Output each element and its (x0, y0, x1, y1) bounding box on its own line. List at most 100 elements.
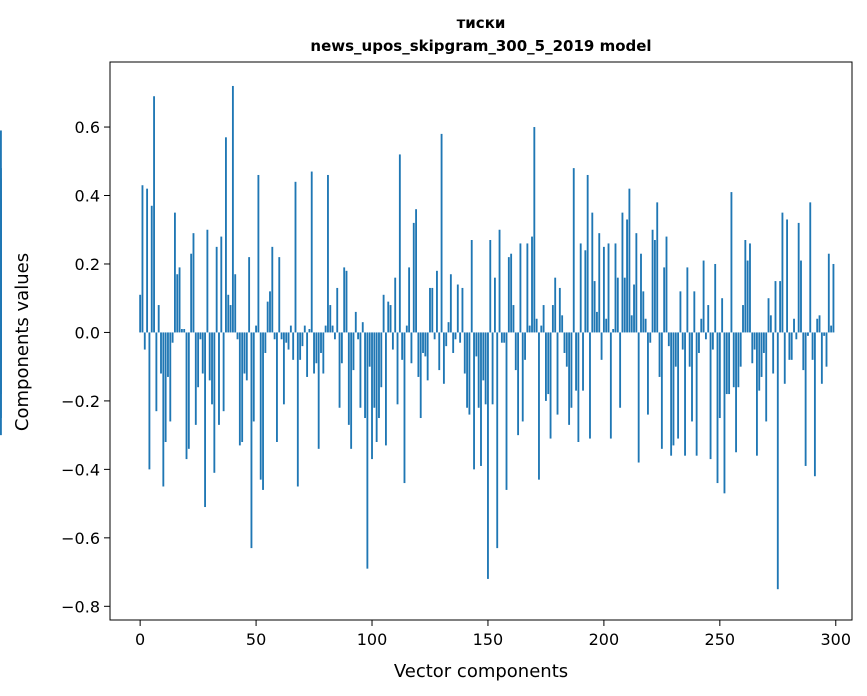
bar-259 (739, 332, 742, 367)
bar-178 (551, 305, 554, 333)
bar-149 (484, 332, 487, 405)
bar-231 (674, 332, 677, 367)
bar-184 (565, 332, 568, 367)
bar-242 (700, 318, 703, 333)
bar-107 (387, 301, 390, 333)
bar-276 (779, 281, 782, 333)
bar-193 (586, 174, 589, 333)
bar-233 (679, 291, 682, 333)
bar-118 (412, 222, 415, 333)
bar-292 (816, 318, 819, 333)
bar-273 (772, 332, 775, 374)
bar-235 (684, 332, 686, 456)
bar-110 (394, 277, 397, 333)
bar-84 (333, 332, 336, 340)
bar-260 (742, 305, 744, 333)
bar-47 (248, 257, 251, 333)
bar-176 (547, 332, 550, 395)
bar-65 (289, 325, 292, 333)
bar-99 (368, 332, 371, 367)
bar-264 (751, 332, 754, 364)
y-axis-label: Components values (12, 253, 33, 431)
bar-93 (354, 311, 357, 333)
bar-58 (273, 332, 276, 340)
bar-83 (331, 325, 334, 333)
bar-16 (176, 274, 179, 333)
bar-281 (790, 332, 793, 360)
bar-11 (164, 332, 167, 442)
bar-30 (208, 332, 211, 381)
bar-51 (257, 174, 260, 333)
x-tick-label: 150 (473, 630, 504, 649)
bar-254 (728, 332, 731, 395)
bar-163 (517, 332, 520, 436)
bar-278 (783, 332, 786, 384)
bar-192 (584, 250, 587, 333)
bar-196 (593, 281, 596, 333)
bar-74 (310, 171, 313, 333)
bar-18 (180, 329, 183, 333)
bar-252 (723, 332, 726, 494)
bar-103 (378, 332, 380, 419)
bar-33 (215, 246, 218, 333)
bar-186 (570, 332, 573, 408)
bar-179 (554, 277, 557, 333)
bar-232 (677, 332, 680, 439)
y-tick-label: 0.2 (75, 255, 100, 274)
bar-79 (322, 332, 325, 374)
bar-237 (688, 332, 691, 367)
bar-135 (452, 332, 455, 353)
bar-121 (419, 332, 422, 419)
bar-215 (637, 332, 640, 463)
bar-141 (466, 332, 469, 408)
bar-295 (823, 332, 826, 336)
bar-142 (468, 332, 471, 415)
bar-267 (758, 332, 761, 391)
bar-69 (299, 332, 302, 360)
bar-71 (303, 325, 306, 333)
bar-230 (672, 332, 675, 446)
bar-98 (366, 332, 369, 569)
bar-7 (155, 332, 158, 412)
bar-112 (398, 154, 401, 333)
bar-287 (804, 332, 807, 466)
bar-168 (528, 325, 531, 333)
bar-2 (143, 332, 146, 350)
bar-203 (609, 332, 612, 439)
bar-220 (649, 332, 652, 343)
bar-40 (231, 85, 234, 333)
bar-270 (765, 332, 768, 422)
bar-80 (324, 325, 327, 333)
bar-27 (201, 332, 204, 374)
bar-206 (616, 277, 619, 333)
bar-130 (440, 133, 443, 333)
bar-210 (626, 219, 628, 333)
bar-171 (535, 318, 538, 333)
bar-180 (556, 332, 559, 415)
bar-43 (238, 332, 241, 446)
bar-174 (542, 305, 545, 333)
bar-124 (426, 332, 429, 381)
bar-257 (735, 332, 737, 453)
x-axis-label: Vector components (394, 661, 568, 682)
y-tick-label: 0.6 (75, 118, 100, 137)
bar-221 (651, 229, 654, 333)
bar-275 (776, 332, 779, 590)
bar-271 (767, 298, 770, 333)
bar-123 (424, 332, 427, 357)
y-tick-label: −0.4 (61, 460, 100, 479)
bar-82 (329, 305, 332, 333)
bar-78 (320, 332, 322, 353)
bar-1 (141, 185, 144, 333)
bar-66 (292, 332, 295, 360)
bar-201 (605, 318, 608, 333)
bar-289 (809, 202, 812, 333)
bar-214 (635, 233, 638, 333)
bar-120 (417, 332, 420, 377)
bar-211 (628, 188, 631, 333)
bar-5 (150, 205, 153, 333)
bar-175 (545, 332, 547, 401)
bar-85 (336, 287, 339, 333)
bar-76 (315, 332, 318, 364)
bar-119 (415, 209, 417, 333)
